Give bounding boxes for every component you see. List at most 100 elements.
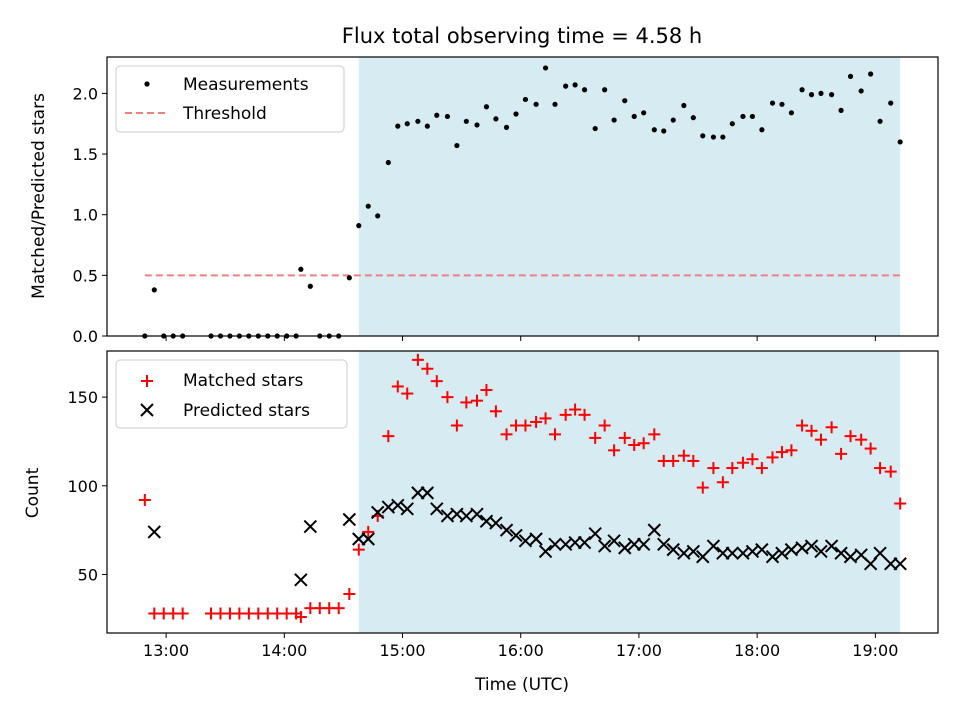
matched-star-point [176, 607, 189, 620]
predicted-star-point [518, 534, 533, 548]
y-tick-label: 50 [78, 565, 98, 584]
predicted-star-point [470, 507, 484, 521]
matched-star-point [884, 465, 897, 478]
matched-star-point [805, 424, 818, 437]
measurement-point [631, 113, 637, 120]
predicted-star-point [294, 573, 308, 587]
measurement-point [572, 82, 578, 88]
predicted-star-point [529, 532, 543, 546]
measurement-point [542, 65, 549, 71]
predicted-star-point [884, 557, 898, 571]
matched-star-point [578, 408, 591, 421]
matched-star-point [825, 421, 838, 434]
matched-star-point [539, 412, 552, 425]
x-tick-label: 15:00 [379, 641, 425, 660]
legend-measurements-label: Measurements [183, 75, 309, 95]
predicted-star-point [411, 486, 425, 500]
bottom-panel-marks [138, 353, 907, 624]
measurement-point [375, 213, 381, 219]
matched-star-point [430, 375, 443, 388]
measurement-point [729, 121, 735, 127]
measurement-point [424, 123, 430, 129]
x-tick-label: 19:00 [852, 641, 898, 660]
matched-star-point [835, 447, 848, 460]
predicted-star-point [765, 550, 780, 564]
matched-star-point [755, 462, 768, 475]
predicted-star-point [303, 519, 318, 534]
predicted-star-point [686, 544, 701, 559]
predicted-star-point [391, 498, 405, 513]
matched-star-point [589, 431, 602, 444]
measurement-point [829, 92, 835, 98]
y-tick-label: 0.5 [73, 266, 98, 285]
matched-star-point [138, 493, 151, 506]
matched-star-point [460, 396, 473, 409]
predicted-star-point [657, 537, 671, 552]
matched-star-point [785, 444, 798, 457]
legend-threshold-label: Threshold [182, 104, 267, 124]
predicted-star-point [548, 537, 562, 552]
measurement-point [661, 128, 667, 134]
measurement-point [298, 266, 304, 272]
matched-star-point [549, 428, 562, 441]
x-tick-label: 13:00 [143, 641, 189, 660]
predicted-star-point [597, 539, 612, 553]
x-tick-label: 17:00 [616, 641, 662, 660]
measurement-point [838, 107, 844, 113]
matched-star-point [864, 442, 877, 455]
matched-star-point [618, 431, 631, 444]
measurement-point [493, 116, 499, 122]
matched-star-point [814, 433, 827, 446]
matched-star-point [716, 476, 729, 489]
predicted-star-point [577, 535, 592, 550]
matched-star-point [648, 428, 661, 441]
predicted-star-point [873, 546, 887, 560]
predicted-star-point [627, 537, 641, 552]
predicted-star-point [489, 516, 503, 530]
measurement-point [799, 87, 805, 93]
measurement-point [858, 88, 864, 94]
x-tick-label: 14:00 [261, 641, 307, 660]
matched-star-point [489, 405, 502, 418]
matched-star-point [736, 456, 749, 469]
predicted-star-point [352, 532, 366, 546]
predicted-star-point [804, 539, 819, 553]
matched-star-point [696, 481, 709, 494]
predicted-star-point [618, 541, 632, 555]
measurement-point [641, 110, 647, 116]
matched-star-point [450, 419, 463, 432]
predicted-star-point [607, 534, 621, 548]
y-tick-label: 100 [67, 477, 98, 496]
top-y-axis-label: Matched/Predicted stars [29, 93, 49, 299]
matched-star-point [775, 446, 788, 459]
measurement-point [307, 283, 313, 289]
matched-star-point [677, 449, 690, 462]
predicted-star-point [420, 486, 435, 500]
measurement-point [513, 111, 519, 117]
observing-window-shade-top [358, 57, 901, 336]
predicted-star-point [843, 550, 858, 564]
legend-measurements-marker [144, 81, 150, 87]
y-tick-label: 1.0 [73, 206, 98, 225]
measurement-point [533, 101, 539, 107]
measurement-point [877, 118, 883, 124]
matched-star-point [391, 380, 404, 393]
observing-window-shade-bottom [358, 351, 901, 633]
measurement-point [563, 83, 569, 89]
matched-star-point [559, 408, 572, 421]
matched-star-point [441, 391, 454, 404]
predicted-star-point [459, 509, 474, 523]
measurement-point [847, 73, 854, 80]
matched-star-point [421, 362, 434, 375]
measurement-point [463, 118, 469, 124]
matched-star-point [637, 437, 650, 450]
measurement-point [897, 139, 903, 145]
y-tick-label: 150 [67, 388, 98, 407]
x-tick-label: 18:00 [734, 641, 780, 660]
matched-star-point [894, 497, 907, 510]
x-axis-label: Time (UTC) [474, 675, 569, 695]
measurement-point [385, 159, 391, 166]
measurement-point [592, 125, 598, 132]
measurement-point [356, 223, 362, 229]
